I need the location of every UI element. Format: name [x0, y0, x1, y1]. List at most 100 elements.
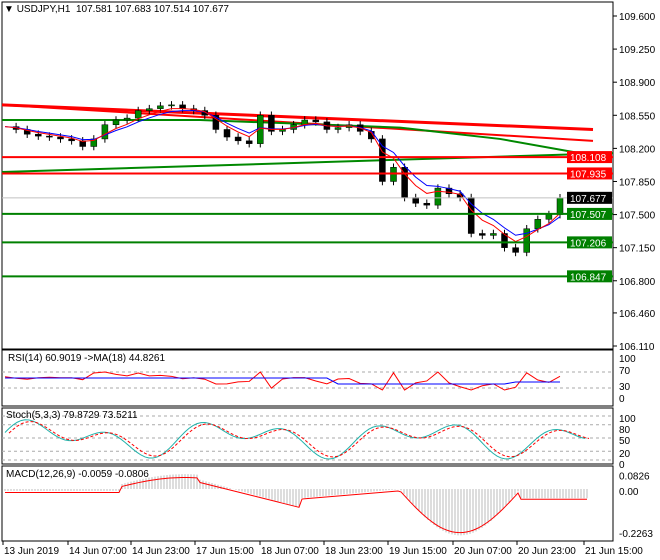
time-tick-label: 18 Jun 23:00 [325, 546, 383, 557]
rsi-level-label: 100 [619, 354, 636, 365]
candle-body [245, 140, 253, 144]
candle-body [223, 129, 231, 138]
candle-body [534, 219, 542, 230]
indicator-panel-frame [1, 407, 614, 465]
time-tick-label: 20 Jun 23:00 [518, 546, 576, 557]
chart-header: ▼ USDJPY,H1 107.581 107.683 107.514 107.… [4, 4, 229, 15]
stoch-level-label: 50 [619, 436, 631, 447]
stoch-main-line [4, 419, 586, 460]
macd-label: MACD(12,26,9) -0.0059 -0.0806 [6, 469, 149, 480]
price-tick-label: 106.800 [619, 277, 656, 288]
time-tick-label: 14 Jun 23:00 [132, 546, 190, 557]
candle-body [35, 133, 42, 137]
candle-body [134, 110, 142, 119]
candle-body [179, 104, 186, 109]
candle-body [556, 197, 564, 215]
candle-body [379, 138, 386, 182]
candle-body [268, 115, 275, 132]
level-badge [567, 151, 612, 164]
price-tick-label: 108.200 [619, 144, 656, 155]
candle-body [68, 138, 75, 142]
green-moving-average [2, 119, 591, 156]
price-tick-label: 107.850 [619, 177, 656, 188]
price-tick-label: 109.250 [619, 45, 656, 56]
price-tick-label: 109.600 [619, 12, 656, 23]
price-tick-label: 106.460 [619, 309, 656, 320]
macd-signal-line [5, 476, 587, 534]
low-value: 107.514 [153, 4, 191, 15]
rsi-level-label: 70 [619, 366, 631, 377]
time-tick-label: 14 Jun 07:00 [69, 546, 127, 557]
stoch-level-label: 20 [619, 449, 631, 460]
indicator-panel-frame [1, 349, 614, 407]
level-badge-label: 107.206 [570, 238, 607, 249]
level-badge-label: 107.507 [570, 210, 607, 221]
level-badge [567, 207, 612, 220]
indicator-panel-frame [1, 465, 614, 542]
time-tick-label: 19 Jun 15:00 [389, 546, 447, 557]
rsi-line [4, 371, 561, 391]
price-tick-label: 107.500 [619, 211, 656, 222]
fast-moving-average [4, 108, 561, 243]
level-badge [567, 270, 612, 283]
rsi-label: RSI(14) 60.9019 ->MA(18) 44.8261 [8, 353, 166, 364]
time-tick-label: 20 Jun 07:00 [454, 546, 512, 557]
stoch-level-label: 100 [619, 414, 636, 425]
candle-body [168, 104, 175, 107]
time-tick-label: 17 Jun 15:00 [196, 546, 254, 557]
candle-body [212, 115, 220, 130]
dropdown-triangle-icon[interactable]: ▼ [4, 4, 14, 15]
macd-level-label: 0.00 [619, 487, 639, 498]
time-tick-label: 21 Jun 15:00 [585, 546, 643, 557]
time-tick-label: 18 Jun 07:00 [261, 546, 319, 557]
candle-body [490, 233, 497, 236]
candle-body [234, 136, 242, 142]
time-tick-label: 13 Jun 2019 [4, 546, 59, 557]
candle-body [312, 119, 320, 123]
stoch-label: Stoch(5,3,3) 79.8729 73.5211 [6, 410, 138, 421]
candle-body [501, 233, 508, 248]
candle-body [57, 136, 64, 140]
close-value: 107.677 [192, 4, 229, 15]
level-badge-label: 106.847 [570, 272, 607, 283]
rsi-ma-line [5, 377, 560, 385]
level-badge-label: 107.677 [570, 194, 607, 205]
macd-level-label: -0.2263 [619, 529, 653, 540]
level-badge [567, 167, 612, 180]
level-badge-label: 108.108 [570, 153, 607, 164]
symbol-label: USDJPY,H1 [16, 4, 71, 15]
macd-level-label: 0.0826 [619, 472, 650, 483]
candle-body [412, 197, 419, 204]
candle-body [512, 247, 519, 253]
price-tick-label: 106.110 [619, 342, 655, 353]
level-badge-label: 107.935 [570, 169, 607, 180]
candle-body [545, 214, 553, 220]
candle-body [334, 127, 342, 130]
candle-body [479, 233, 486, 236]
candle-body [467, 197, 475, 234]
candle-body [123, 117, 131, 121]
candle-body [112, 119, 120, 125]
rsi-level-label: 0 [619, 394, 625, 405]
price-tick-label: 107.150 [619, 244, 656, 255]
red-trendline [1, 103, 594, 131]
candle-body [101, 124, 109, 140]
stoch-level-label: 0 [619, 460, 625, 471]
rsi-level-label: 30 [619, 382, 631, 393]
stoch-signal-line [8, 421, 590, 458]
level-badge [567, 236, 612, 249]
price-tick-label: 108.550 [619, 111, 656, 122]
candle-body [79, 140, 86, 147]
green-trendline [1, 152, 614, 174]
stoch-level-label: 80 [619, 425, 631, 436]
high-value: 107.683 [114, 4, 152, 15]
candle-body [46, 135, 53, 138]
level-badge [567, 191, 612, 204]
candle-body [146, 108, 153, 111]
main-panel-frame [1, 1, 614, 350]
candle-body [423, 202, 431, 206]
candle-body [157, 105, 164, 109]
candle-body [523, 228, 530, 253]
